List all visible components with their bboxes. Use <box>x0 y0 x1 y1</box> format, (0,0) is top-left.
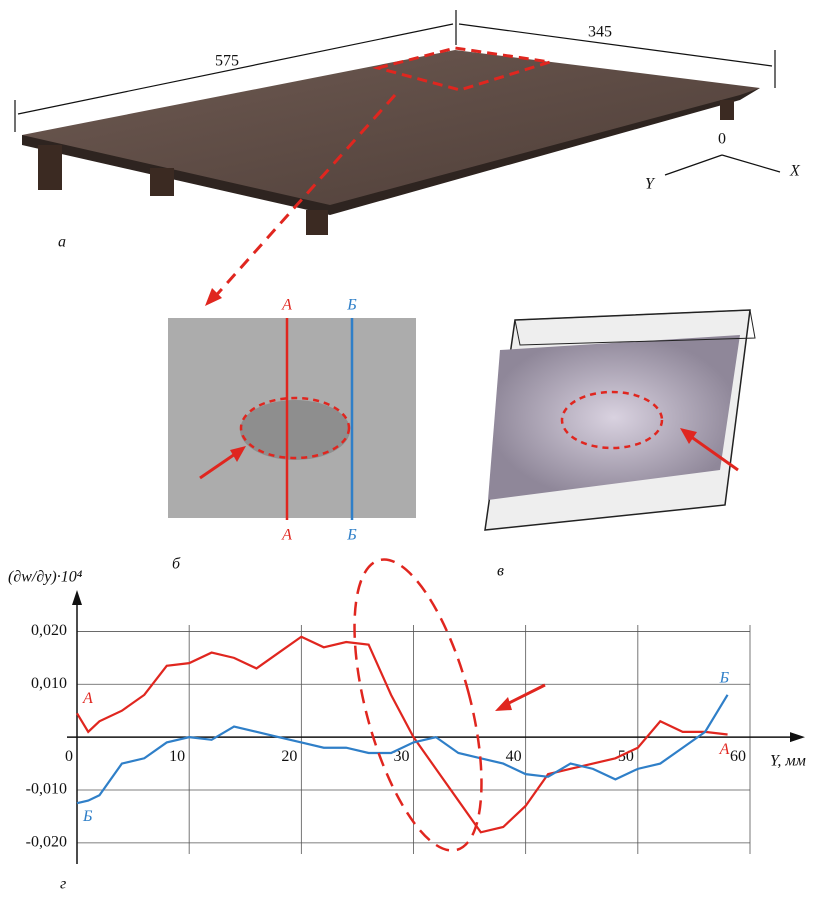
x-tick-label: 0 <box>65 748 73 765</box>
surface-3d <box>484 309 756 531</box>
dimension-length: 575 <box>215 53 239 70</box>
line-label: А <box>281 297 292 314</box>
thermogram <box>168 318 416 520</box>
x-tick-label: 60 <box>730 748 746 765</box>
x-tick-label: 20 <box>281 748 297 765</box>
line-label: Б <box>346 297 357 314</box>
y-tick-label: -0,020 <box>26 834 67 851</box>
line-label: А <box>281 527 292 544</box>
axis-x: X <box>789 163 801 180</box>
plate-photo <box>22 46 760 306</box>
series-label: Б <box>82 808 93 825</box>
x-axis-label: Y, мм <box>770 753 806 770</box>
panel-label: в <box>497 563 504 580</box>
dimension-lines <box>14 10 776 132</box>
series-label: А <box>82 690 93 707</box>
data-line <box>76 694 729 805</box>
y-axis-arrow <box>72 590 82 605</box>
y-tick-label: 0,010 <box>31 675 67 692</box>
line-label: Б <box>346 527 357 544</box>
y-tick-label: 0,020 <box>31 622 67 639</box>
coordinate-axes <box>664 154 781 176</box>
dimension-width: 345 <box>588 24 612 41</box>
x-axis-arrow <box>790 732 805 743</box>
x-tick-label: 30 <box>394 748 410 765</box>
x-tick-label: 10 <box>169 748 185 765</box>
data-line <box>76 635 728 834</box>
highlight-ellipse <box>353 558 546 852</box>
panel-label: г <box>60 876 66 893</box>
x-tick-label: 40 <box>506 748 522 765</box>
series-label: А <box>719 741 730 758</box>
y-tick-label: -0,010 <box>26 781 67 798</box>
series-label: Б <box>719 670 730 687</box>
panel-label: а <box>58 234 66 251</box>
axis-origin: 0 <box>718 131 726 148</box>
panel-label: б <box>172 556 181 573</box>
axis-y: Y <box>645 176 656 193</box>
y-axis-label: (∂w/∂y)·10⁴ <box>8 569 83 586</box>
